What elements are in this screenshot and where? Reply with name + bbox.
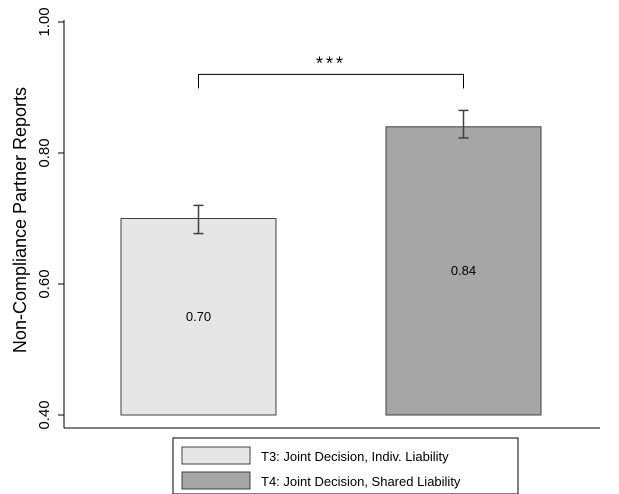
y-axis: 0.40 0.60 0.80 1.00 <box>36 7 600 430</box>
legend-swatch <box>181 446 251 465</box>
significance-label: *** <box>316 53 346 73</box>
plot-area: 0.70 0.84 *** <box>120 53 542 416</box>
significance-bracket <box>198 73 464 89</box>
y-tick-label: 0.80 <box>36 138 53 167</box>
legend-label: T4: Joint Decision, Shared Liability <box>261 474 461 489</box>
data-label: 0.84 <box>451 263 476 278</box>
y-axis-title: Non-Compliance Partner Reports <box>10 87 30 353</box>
data-label: 0.70 <box>186 309 211 324</box>
bar <box>120 218 277 416</box>
y-tick-label: 1.00 <box>36 7 53 36</box>
y-tick-label: 0.60 <box>36 269 53 298</box>
legend: T3: Joint Decision, Indiv. Liability T4: … <box>172 437 519 494</box>
y-tick-label: 0.40 <box>36 400 53 429</box>
legend-swatch <box>181 471 251 490</box>
legend-label: T3: Joint Decision, Indiv. Liability <box>261 449 449 464</box>
